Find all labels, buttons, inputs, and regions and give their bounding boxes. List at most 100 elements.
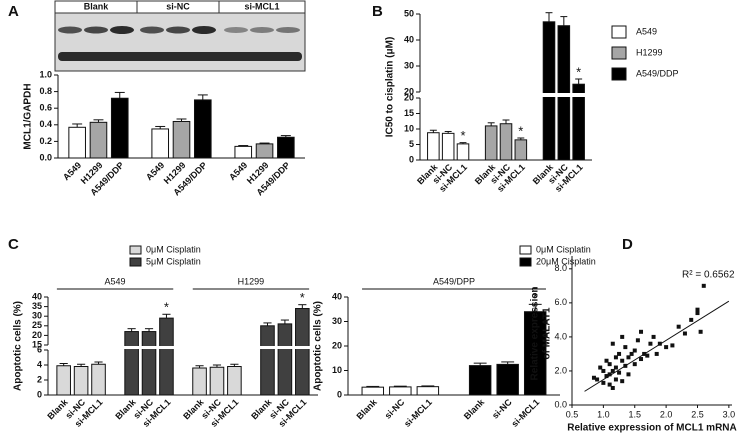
x-tick-label: si-NC xyxy=(383,397,407,421)
blot-header xyxy=(218,0,306,14)
point xyxy=(645,353,650,358)
x-tick-label: 2.0 xyxy=(660,409,673,419)
bar xyxy=(56,365,71,396)
y-axis-label: Apoptotic cells (%) xyxy=(13,301,24,391)
x-tick-label: Blank xyxy=(354,396,379,421)
bar xyxy=(255,143,274,159)
significance-marker: * xyxy=(164,300,169,315)
y-tick-label: 0.6 xyxy=(39,103,52,113)
bar xyxy=(456,143,470,161)
y-tick-label: 50 xyxy=(404,8,414,18)
y-axis-label: IC50 to cisplatin (μM) xyxy=(385,37,396,138)
point xyxy=(610,385,615,390)
legend-label: A549 xyxy=(636,26,657,36)
significance-marker: * xyxy=(460,128,465,143)
bar xyxy=(496,363,519,396)
point xyxy=(623,345,628,350)
bar xyxy=(499,123,513,161)
point xyxy=(635,338,640,343)
y-tick-label: 0 xyxy=(37,389,42,399)
point xyxy=(642,351,647,356)
point xyxy=(607,362,612,367)
legend-swatch xyxy=(611,25,627,39)
bar xyxy=(416,386,440,396)
bar xyxy=(124,331,139,396)
legend-swatch xyxy=(611,67,627,81)
blot-label: si-MCL1 xyxy=(244,1,279,11)
point xyxy=(620,379,625,384)
point xyxy=(632,348,637,353)
bar xyxy=(91,363,106,396)
bar xyxy=(484,125,498,161)
blot-label: si-NC xyxy=(166,1,190,11)
axis-break xyxy=(414,93,596,97)
panel-label: D xyxy=(622,236,633,253)
point xyxy=(629,351,634,356)
y-tick-label: 35 xyxy=(32,301,42,311)
y-tick-label: 40 xyxy=(404,34,414,44)
y-tick-label: 15 xyxy=(404,108,414,118)
point xyxy=(676,324,681,329)
point xyxy=(607,372,612,377)
x-tick-label: 0.5 xyxy=(566,409,579,419)
legend-label: 5μM Cisplatin xyxy=(146,256,201,266)
significance-marker: * xyxy=(518,123,523,138)
point xyxy=(610,341,615,346)
y-tick-label: 5 xyxy=(409,139,414,149)
y-tick-label: 15 xyxy=(32,339,42,349)
y-axis-label: Apoptotic cells (%) xyxy=(313,301,324,391)
panel-label: B xyxy=(372,3,383,20)
y-axis-label: of MALAT1 xyxy=(542,307,553,359)
point xyxy=(598,365,603,370)
point xyxy=(701,283,706,288)
y-tick-label: 25 xyxy=(32,320,42,330)
bar xyxy=(209,366,225,396)
point xyxy=(601,368,606,373)
x-tick-label: 1.5 xyxy=(628,409,641,419)
group-label: A549 xyxy=(105,276,126,286)
point xyxy=(698,329,703,334)
bar xyxy=(68,126,86,159)
x-tick-label: 2.5 xyxy=(691,409,704,419)
bar xyxy=(73,366,89,396)
y-tick-label: 0.0 xyxy=(554,399,567,409)
y-tick-label: 6 xyxy=(37,344,42,354)
point xyxy=(648,341,653,346)
y-tick-label: 0 xyxy=(337,389,342,399)
point xyxy=(639,357,644,362)
x-tick-label: si-NC xyxy=(490,397,514,421)
point xyxy=(639,329,644,334)
bar xyxy=(110,97,129,159)
y-tick-label: 40 xyxy=(32,291,42,301)
y-tick-label: 20 xyxy=(32,330,42,340)
point xyxy=(613,377,618,382)
bar xyxy=(260,325,275,396)
y-tick-label: 40 xyxy=(332,291,342,301)
point xyxy=(617,370,622,375)
y-tick-label: 4 xyxy=(37,359,42,369)
legend-label: H1299 xyxy=(636,47,663,57)
bar xyxy=(151,128,170,159)
point xyxy=(626,355,631,360)
legend-label: A549/DDP xyxy=(636,68,679,78)
bar xyxy=(193,99,212,159)
bar xyxy=(277,323,293,396)
panel-label: C xyxy=(8,236,19,253)
y-tick-label: 0.0 xyxy=(39,152,52,162)
x-tick-label: 3.0 xyxy=(723,409,736,419)
y-tick-label: 0.8 xyxy=(39,86,52,96)
legend-swatch xyxy=(129,257,142,267)
point xyxy=(604,358,609,363)
point xyxy=(654,351,659,356)
point xyxy=(607,382,612,387)
bar xyxy=(159,317,174,396)
y-axis-label: MCL1/GAPDH xyxy=(23,83,34,149)
legend-swatch xyxy=(519,245,532,255)
point xyxy=(620,358,625,363)
point xyxy=(626,372,631,377)
bar xyxy=(295,308,310,396)
legend-label: 20μM Cisplatin xyxy=(536,256,596,266)
point xyxy=(670,343,675,348)
bar xyxy=(227,366,242,396)
point xyxy=(657,341,662,346)
